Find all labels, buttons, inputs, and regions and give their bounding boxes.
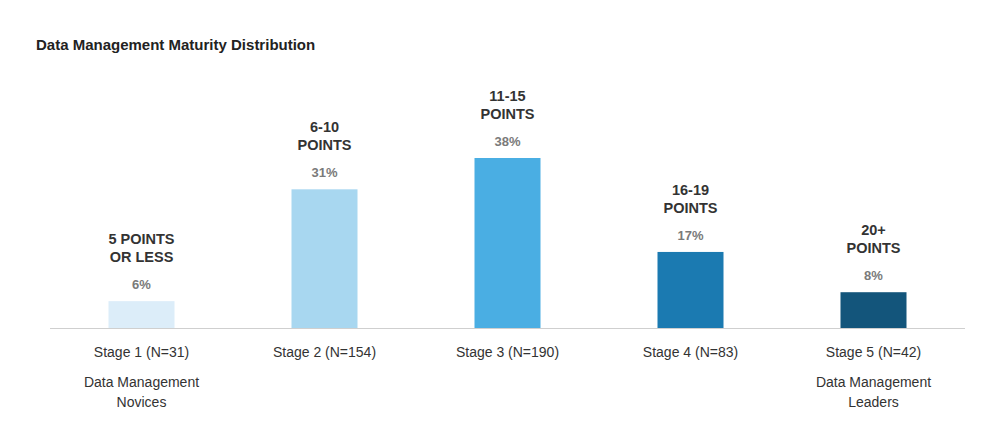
bar — [658, 252, 724, 328]
bar-header: 11-15 — [489, 88, 525, 104]
bar — [841, 292, 907, 328]
labels: 6% 5 POINTS OR LESS Stage 1 (N=31) Data Mana… — [84, 88, 931, 410]
bar-header: POINTS — [298, 137, 352, 153]
chart: Data Management Maturity Distribution 6% 5… — [0, 0, 995, 439]
title: Data Management Maturity Distribution — [36, 36, 315, 53]
category-label: Stage 3 (N=190) — [456, 344, 559, 360]
category-label: Stage 5 (N=42) — [826, 344, 921, 360]
category-note: Leaders — [848, 394, 899, 410]
category-note: Novices — [117, 394, 167, 410]
category-note: Data Management — [84, 374, 199, 390]
data-label: 8% — [864, 268, 883, 283]
data-label: 31% — [311, 165, 337, 180]
bar — [292, 189, 358, 328]
data-label: 38% — [494, 134, 520, 149]
category-note: Data Management — [816, 374, 931, 390]
bar-header: 16-19 — [672, 182, 709, 198]
baseline — [50, 328, 965, 329]
bar-header: POINTS — [481, 106, 535, 122]
bar-header: POINTS — [664, 200, 718, 216]
data-label: 6% — [132, 277, 151, 292]
category-label: Stage 2 (N=154) — [273, 344, 376, 360]
category-label: Stage 4 (N=83) — [643, 344, 738, 360]
bar — [109, 301, 175, 328]
data-label: 17% — [677, 228, 703, 243]
bars — [109, 158, 907, 328]
bar-header: POINTS — [847, 240, 901, 256]
bar-header: 20+ — [861, 222, 886, 238]
bar — [475, 158, 541, 328]
bar-header: 5 POINTS — [108, 231, 174, 247]
category-label: Stage 1 (N=31) — [94, 344, 189, 360]
bar-header: OR LESS — [110, 249, 174, 265]
bar-header: 6-10 — [310, 119, 339, 135]
